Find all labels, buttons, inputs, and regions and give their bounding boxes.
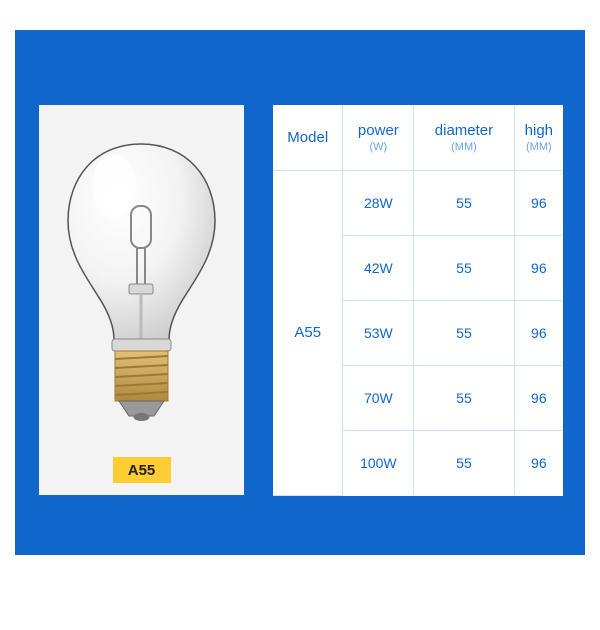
cell-diameter: 55 <box>414 300 514 365</box>
col-power-label: power <box>343 122 413 139</box>
cell-high: 96 <box>514 235 563 300</box>
bulb-image <box>39 105 244 457</box>
col-diameter-unit: (MM) <box>414 141 513 153</box>
col-high-label: high <box>515 122 563 139</box>
col-model-label: Model <box>273 129 342 146</box>
col-power: power (W) <box>343 105 414 170</box>
col-power-unit: (W) <box>343 141 413 153</box>
cell-high: 96 <box>514 365 563 430</box>
col-high: high (MM) <box>514 105 563 170</box>
cell-power: 42W <box>343 235 414 300</box>
cell-power: 28W <box>343 170 414 235</box>
cell-high: 96 <box>514 170 563 235</box>
cell-power: 53W <box>343 300 414 365</box>
col-diameter-label: diameter <box>414 122 513 139</box>
col-diameter: diameter (MM) <box>414 105 514 170</box>
cell-model: A55 <box>273 170 343 495</box>
spec-table: Model power (W) diameter (MM) high (MM) … <box>273 105 563 496</box>
cell-diameter: 55 <box>414 365 514 430</box>
cell-diameter: 55 <box>414 170 514 235</box>
cell-diameter: 55 <box>414 430 514 495</box>
col-model: Model <box>273 105 343 170</box>
cell-power: 70W <box>343 365 414 430</box>
bulb-panel: A55 <box>39 105 244 495</box>
cell-high: 96 <box>514 430 563 495</box>
cell-high: 96 <box>514 300 563 365</box>
table-row: A55 28W 55 96 <box>273 170 563 235</box>
lightbulb-icon <box>59 136 224 426</box>
table-header-row: Model power (W) diameter (MM) high (MM) <box>273 105 563 170</box>
cell-power: 100W <box>343 430 414 495</box>
cell-diameter: 55 <box>414 235 514 300</box>
col-high-unit: (MM) <box>515 141 563 153</box>
bulb-model-label: A55 <box>113 457 171 483</box>
product-canvas: A55 Model power (W) diameter (MM) high (… <box>15 30 585 555</box>
